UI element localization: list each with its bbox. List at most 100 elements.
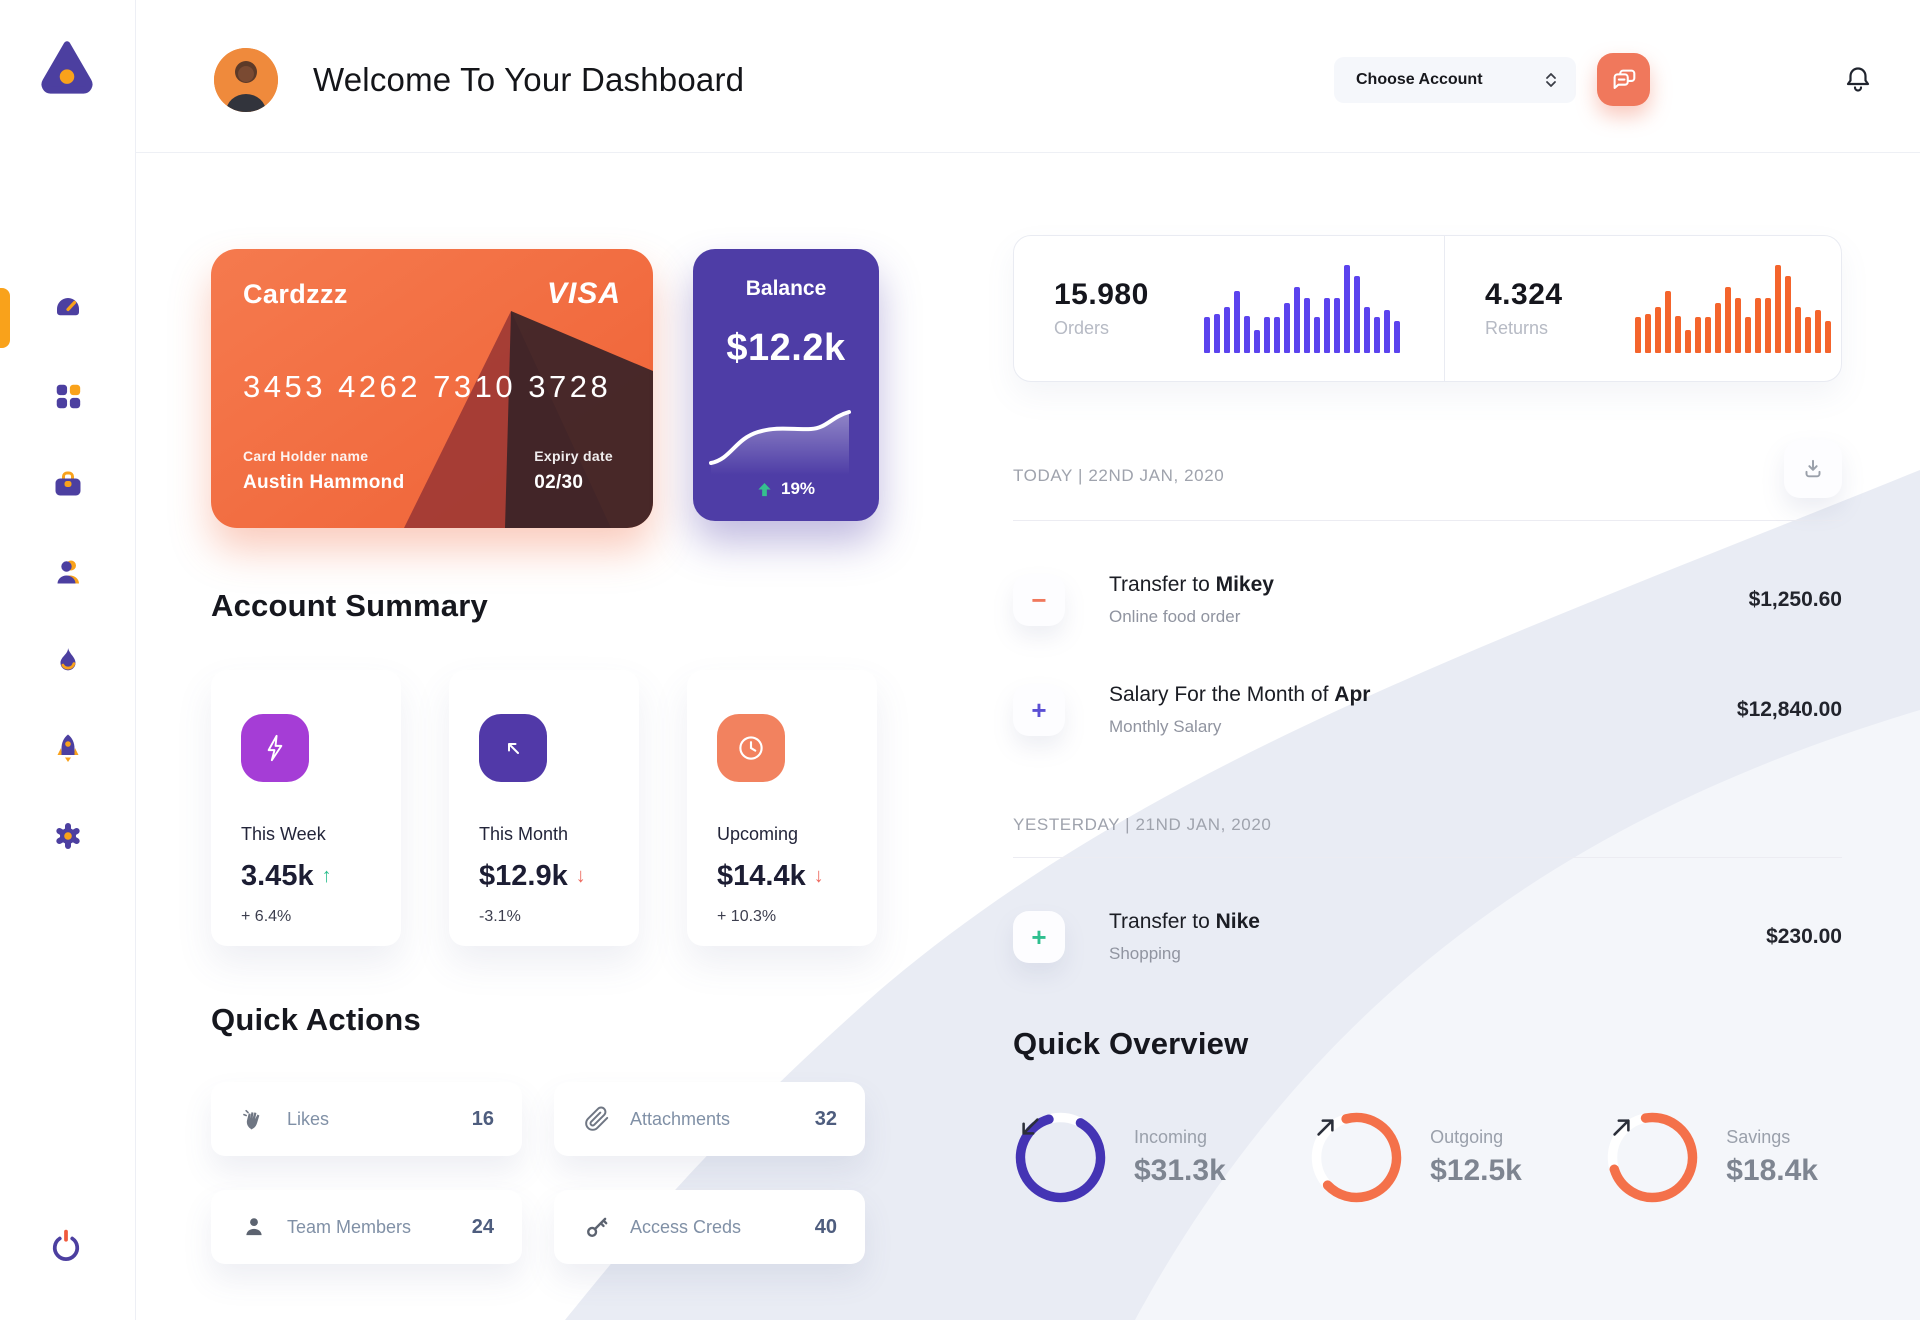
clock-icon — [717, 714, 785, 782]
outgoing-donut-chart — [1309, 1110, 1404, 1205]
transactions-date-today: TODAY | 22ND JAN, 2020 — [1013, 466, 1225, 485]
returns-value: 4.324 — [1485, 278, 1563, 311]
transaction-row-mikey[interactable]: − Transfer to Mikey Online food order $1… — [1013, 573, 1842, 627]
summary-cards: This Week 3.45k ↑ + 6.4% This Month $12.9… — [211, 670, 879, 946]
transaction-row-nike[interactable]: + Transfer to Nike Shopping $230.00 — [1013, 910, 1842, 964]
transaction-amount: $230.00 — [1766, 925, 1842, 948]
summary-percent: -3.1% — [479, 908, 521, 925]
trend-up-left-icon — [479, 714, 547, 782]
overview-value: $12.5k — [1430, 1154, 1522, 1187]
card-holder-name: Austin Hammond — [243, 472, 405, 493]
balance-trend-chart — [709, 410, 851, 475]
savings-donut-chart — [1605, 1110, 1700, 1205]
overview-label: Outgoing — [1430, 1127, 1504, 1147]
app-logo-icon[interactable] — [36, 34, 98, 96]
returns-bar-chart — [1635, 264, 1831, 353]
minus-icon: − — [1013, 574, 1065, 626]
transaction-title: Salary For the Month of Apr — [1109, 683, 1371, 706]
summary-card-this-week[interactable]: This Week 3.45k ↑ + 6.4% — [211, 670, 401, 946]
quick-action-team-members[interactable]: Team Members 24 — [211, 1190, 522, 1264]
overview-label: Savings — [1726, 1127, 1791, 1147]
lightning-icon — [241, 714, 309, 782]
account-selector[interactable]: Choose Account — [1334, 57, 1576, 103]
user-avatar[interactable] — [214, 48, 278, 112]
summary-value: $12.9k — [479, 860, 568, 892]
apps-grid-icon[interactable] — [50, 378, 86, 414]
visa-logo: VISA — [546, 277, 621, 310]
overview-savings: Savings $18.4k — [1605, 1110, 1818, 1205]
transaction-title: Transfer to Nike — [1109, 910, 1260, 933]
balance-label: Balance — [745, 277, 827, 300]
dashboard-gauge-icon[interactable] — [50, 290, 86, 326]
bell-icon — [1846, 67, 1870, 92]
settings-gear-icon[interactable] — [50, 818, 86, 854]
summary-trend-arrow: ↓ — [575, 865, 586, 887]
quick-action-likes[interactable]: Likes 16 — [211, 1082, 522, 1156]
plus-icon: + — [1013, 911, 1065, 963]
summary-label: This Month — [479, 824, 569, 844]
account-summary-heading: Account Summary — [211, 588, 488, 623]
right-column: 15.980 Orders 4.324 Returns TODAY | 22ND… — [1013, 235, 1842, 1205]
sidebar-nav — [0, 290, 135, 854]
overview-label: Incoming — [1134, 1127, 1208, 1147]
quick-action-access-creds[interactable]: Access Creds 40 — [554, 1190, 865, 1264]
quick-overview-row: Incoming $31.3k Outgoing $12.5k — [1013, 1110, 1842, 1205]
card-number: 3453 4262 7310 3728 — [243, 369, 612, 404]
arrow-down-left-icon — [1013, 1110, 1108, 1205]
quick-action-count: 32 — [814, 1107, 837, 1130]
summary-card-upcoming[interactable]: Upcoming $14.4k ↓ + 10.3% — [687, 670, 877, 946]
clap-icon — [239, 1104, 269, 1134]
quick-overview-heading: Quick Overview — [1013, 1026, 1249, 1061]
sidebar — [0, 0, 136, 1320]
chat-bubbles-icon — [1613, 69, 1635, 89]
download-button[interactable] — [1784, 440, 1842, 498]
summary-card-this-month[interactable]: This Month $12.9k ↓ -3.1% — [449, 670, 639, 946]
overview-value: $31.3k — [1134, 1154, 1226, 1187]
header: Welcome To Your Dashboard Choose Account — [136, 0, 1920, 153]
transaction-amount: $1,250.60 — [1748, 588, 1842, 611]
card-holder-label: Card Holder name — [243, 448, 369, 464]
balance-card[interactable]: Balance $12.2k 19% — [693, 249, 879, 521]
rocket-icon[interactable] — [50, 730, 86, 766]
team-icon[interactable] — [50, 554, 86, 590]
flame-icon[interactable] — [50, 642, 86, 678]
notifications-button[interactable] — [1841, 62, 1875, 96]
summary-trend-arrow: ↑ — [321, 865, 332, 887]
returns-label: Returns — [1485, 318, 1549, 338]
quick-action-label: Team Members — [287, 1216, 412, 1237]
orders-returns-card: 15.980 Orders 4.324 Returns — [1013, 235, 1842, 382]
arrow-up-right-icon — [1605, 1110, 1700, 1205]
briefcase-icon[interactable] — [50, 466, 86, 502]
summary-label: This Week — [241, 824, 326, 844]
transaction-row-salary[interactable]: + Salary For the Month of Apr Monthly Sa… — [1013, 683, 1842, 737]
member-icon — [239, 1212, 269, 1242]
logout-power-icon[interactable] — [46, 1226, 86, 1266]
transaction-title: Transfer to Mikey — [1109, 573, 1274, 596]
transaction-amount: $12,840.00 — [1736, 698, 1842, 721]
quick-action-label: Attachments — [630, 1108, 731, 1129]
transaction-subtitle: Monthly Salary — [1109, 717, 1222, 736]
overview-outgoing: Outgoing $12.5k — [1309, 1110, 1522, 1205]
quick-action-attachments[interactable]: Attachments 32 — [554, 1082, 865, 1156]
card-name: Cardzzz — [243, 279, 348, 309]
summary-value: $14.4k — [717, 860, 806, 892]
messages-button[interactable] — [1597, 53, 1650, 106]
quick-action-label: Access Creds — [630, 1216, 742, 1237]
quick-action-label: Likes — [287, 1108, 330, 1129]
chevron-up-down-icon — [1546, 73, 1556, 87]
key-icon — [582, 1212, 612, 1242]
transaction-subtitle: Shopping — [1109, 944, 1181, 963]
transaction-subtitle: Online food order — [1109, 607, 1241, 626]
quick-action-count: 40 — [814, 1215, 837, 1238]
transactions-date-yesterday: YESTERDAY | 21ND JAN, 2020 — [1013, 815, 1272, 834]
divider — [1013, 520, 1842, 521]
arrow-up-right-icon — [1309, 1110, 1404, 1205]
active-nav-indicator — [0, 288, 10, 348]
credit-card[interactable]: Cardzzz VISA 3453 4262 7310 3728 Card Ho… — [211, 249, 653, 528]
quick-actions-heading: Quick Actions — [211, 1002, 421, 1037]
orders-bar-chart — [1204, 264, 1400, 353]
balance-value: $12.2k — [726, 327, 846, 369]
summary-value: 3.45k — [241, 860, 314, 892]
download-icon — [1805, 459, 1821, 478]
orders-label: Orders — [1054, 318, 1110, 338]
